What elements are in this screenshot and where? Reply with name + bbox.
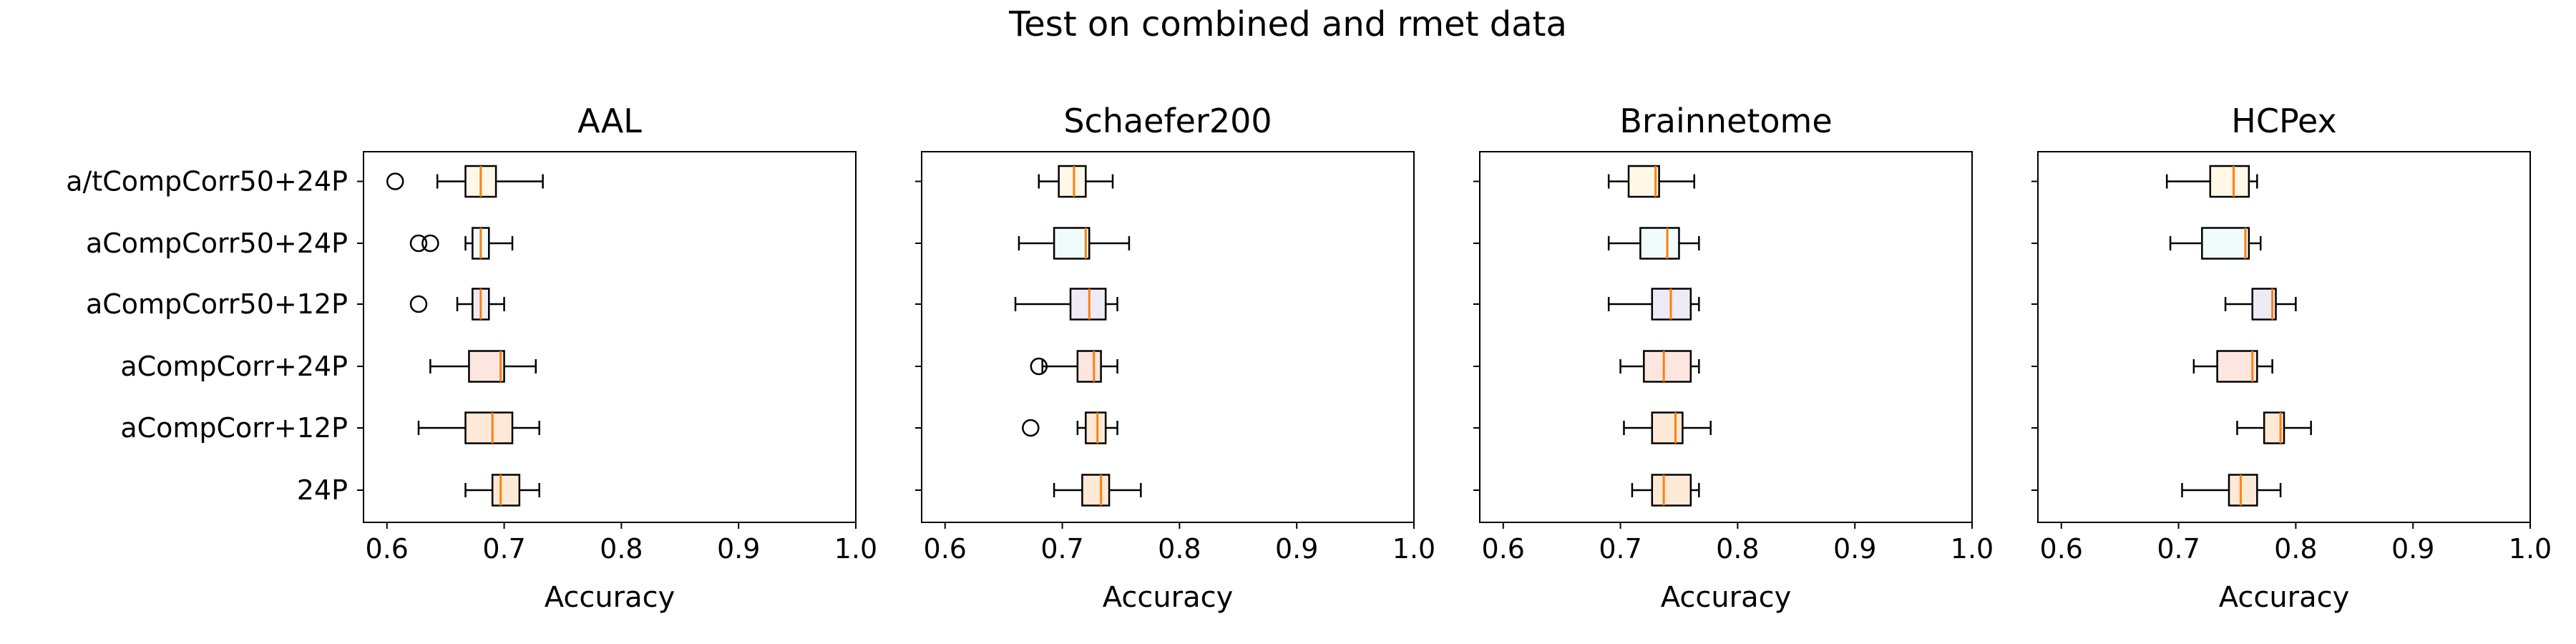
box-3 — [409, 288, 505, 321]
x-tick-label: 0.7 — [1599, 533, 1641, 565]
x-tick-label: 0.9 — [1833, 533, 1876, 565]
x-axis-label: Accuracy — [2219, 581, 2350, 614]
box-4 — [1619, 350, 1700, 383]
x-axis-label: Accuracy — [1661, 581, 1792, 614]
x-tick-label: 0.7 — [1040, 533, 1083, 565]
iqr-box — [1627, 165, 1660, 198]
subplot-hcpex: HCPex 0.6 0.7 0.8 0.9 1.0 Accuracy — [2031, 102, 2552, 614]
outlier-point — [1022, 419, 1040, 437]
x-tick-label: 0.6 — [924, 533, 967, 565]
iqr-box — [491, 474, 521, 507]
x-tick-label: 0.7 — [482, 533, 525, 565]
y-tick-label: aCompCorr50+12P — [86, 288, 348, 320]
box-5 — [1022, 411, 1118, 444]
iqr-box — [1058, 165, 1087, 198]
plot-frame — [363, 151, 857, 523]
outlier-point — [1030, 357, 1048, 376]
y-tick-label: 24P — [297, 474, 348, 506]
outlier-point — [386, 172, 404, 190]
iqr-box — [1081, 474, 1111, 507]
subplot-aal: AAL 0.6 0.7 0.8 0.9 1.0 a/tCompCorr50+24P aComp… — [66, 102, 877, 614]
box-4 — [2192, 350, 2273, 383]
box-3 — [1607, 288, 1700, 321]
subplot-brainnetome: Brainnetome 0.6 0.7 0.8 0.9 1.0 Accuracy — [1473, 102, 1994, 614]
x-tick-label: 1.0 — [834, 533, 877, 565]
box-6 — [464, 474, 540, 507]
plot-frame — [921, 151, 1415, 523]
x-tick-label: 0.6 — [366, 533, 409, 565]
box-6 — [1053, 474, 1142, 507]
plot-frame — [2037, 151, 2531, 523]
x-tick-label: 0.9 — [717, 533, 760, 565]
outlier-point — [409, 295, 428, 313]
box-1 — [386, 165, 544, 198]
iqr-box — [1076, 350, 1102, 383]
box-6 — [2181, 474, 2282, 507]
iqr-box — [2228, 474, 2258, 507]
x-tick-label: 0.8 — [600, 533, 643, 565]
figure-title: Test on combined and rmet data — [1008, 4, 1567, 44]
box-4 — [429, 350, 537, 383]
y-tick-label: aCompCorr50+24P — [86, 228, 348, 259]
box-1 — [1607, 165, 1696, 198]
x-tick-label: 1.0 — [1392, 533, 1435, 565]
box-4 — [1030, 350, 1118, 383]
box-6 — [1631, 474, 1700, 507]
x-axis-label: Accuracy — [545, 581, 675, 614]
box-5 — [417, 411, 540, 444]
iqr-box — [468, 350, 505, 383]
iqr-box — [2216, 350, 2258, 383]
x-tick-label: 0.9 — [2391, 533, 2434, 565]
x-tick-label: 0.9 — [1275, 533, 1318, 565]
x-tick-label: 0.8 — [2274, 533, 2317, 565]
box-5 — [2236, 411, 2312, 444]
box-2 — [1607, 227, 1700, 260]
outlier-point — [421, 234, 439, 253]
subplot-title: Schaefer200 — [1063, 102, 1272, 140]
subplot-title: HCPex — [2231, 102, 2337, 140]
iqr-box — [1069, 288, 1107, 321]
iqr-box — [1053, 227, 1091, 260]
iqr-box — [2209, 165, 2250, 198]
box-5 — [1623, 411, 1712, 444]
iqr-box — [464, 411, 514, 444]
subplot-title: Brainnetome — [1619, 102, 1832, 140]
x-axis-label: Accuracy — [1103, 581, 1234, 614]
iqr-box — [2201, 227, 2250, 260]
iqr-box — [1643, 350, 1692, 383]
y-tick-label: aCompCorr+24P — [120, 351, 348, 382]
iqr-box — [1651, 411, 1684, 444]
iqr-box — [1639, 227, 1680, 260]
box-3 — [2224, 288, 2297, 321]
subplot-title: AAL — [577, 102, 642, 140]
y-tick-label: aCompCorr+12P — [120, 412, 348, 444]
subplot-schaefer200: Schaefer200 0.6 0.7 0.8 0.9 1.0 Accuracy — [915, 102, 1435, 614]
x-tick-label: 1.0 — [2509, 533, 2552, 565]
iqr-box — [1651, 474, 1692, 507]
box-2 — [409, 227, 514, 260]
plot-frame — [1479, 151, 1973, 523]
outlier-point — [409, 234, 428, 253]
box-2 — [1018, 227, 1131, 260]
x-tick-label: 0.6 — [1482, 533, 1525, 565]
x-tick-label: 0.6 — [2040, 533, 2083, 565]
y-tick-label: a/tCompCorr50+24P — [66, 166, 348, 197]
iqr-box — [1085, 411, 1107, 444]
box-2 — [2169, 227, 2262, 260]
x-tick-label: 1.0 — [1951, 533, 1994, 565]
x-tick-label: 0.8 — [1158, 533, 1201, 565]
x-tick-label: 0.8 — [1716, 533, 1759, 565]
x-tick-label: 0.7 — [2157, 533, 2200, 565]
box-3 — [1014, 288, 1118, 321]
box-1 — [1038, 165, 1114, 198]
box-1 — [2165, 165, 2258, 198]
